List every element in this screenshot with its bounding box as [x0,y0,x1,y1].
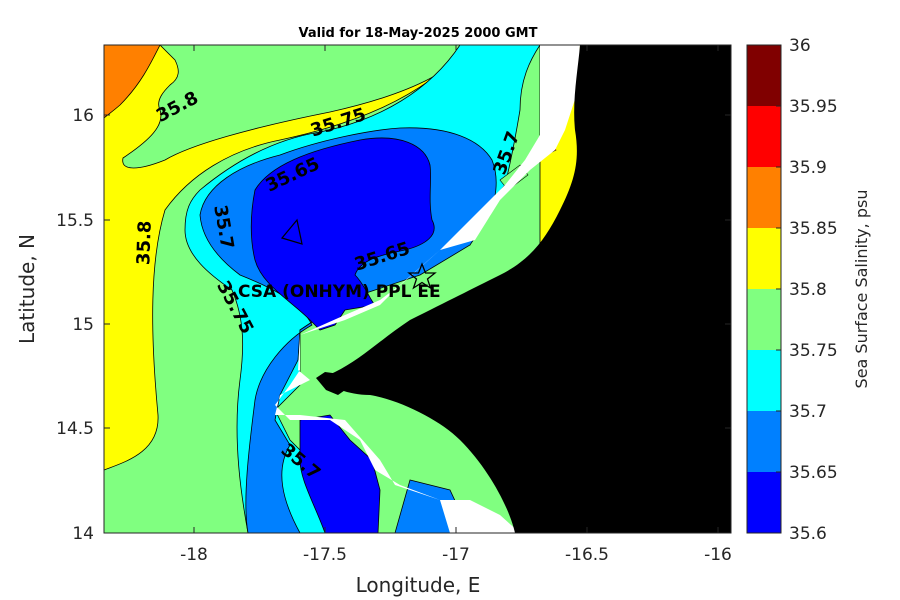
colorbar-swatches [747,45,781,533]
map-title: Valid for 18-May-2025 2000 GMT [299,26,538,41]
colorbar-swatch [747,289,781,350]
colorbar-label: Sea Surface Salinity, psu [852,190,871,389]
colorbar-swatch [747,167,781,228]
y-tick-label: 15.5 [56,211,94,231]
colorbar-tick-label: 35.85 [789,219,838,239]
colorbar-swatch [747,411,781,472]
y-tick-label: 15 [72,315,94,335]
x-tick-label: -17 [442,545,470,565]
x-tick-label: -18 [180,545,208,565]
colorbar-tick-label: 35.6 [789,524,827,544]
salinity-zone-deep-blue [250,137,435,331]
colorbar: 36 35.95 35.9 35.85 35.8 35.75 35.7 35.65 35.6 S… [746,36,871,544]
site-marker: CSA (ONHYM) PPL EE [238,262,441,302]
colorbar-tick-label: 35.8 [789,280,827,300]
map-axes-frame [103,44,732,534]
site-label: CSA (ONHYM) PPL EE [238,282,441,302]
y-tick-label: 14 [72,524,94,544]
colorbar-tick-label: 36 [789,36,811,56]
colorbar-tick-label: 35.65 [789,463,838,483]
colorbar-swatch [747,106,781,167]
star-icon [407,262,437,290]
y-tick-label: 14.5 [56,419,94,439]
y-tick-label: 16 [72,106,94,126]
colorbar-tick-label: 35.75 [789,341,838,361]
land-mass [318,45,731,533]
colorbar-ticks: 36 35.95 35.9 35.85 35.8 35.75 35.7 35.65 35.6 [776,36,838,544]
cap-vert-peninsula [316,372,348,395]
inner-contour-triangle [280,218,303,245]
colorbar-swatch [747,45,781,106]
colorbar-tick-label: 35.9 [789,158,827,178]
colorbar-swatch [747,228,781,289]
x-tick-label: -16.5 [565,545,609,565]
colorbar-swatch [747,472,781,533]
x-axis-label: Longitude, E [356,573,481,597]
colorbar-tick-label: 35.7 [789,402,827,422]
x-tick-label: -17.5 [303,545,347,565]
x-axis: -18 -17.5 -17 -16.5 -16 Longitude, E [180,45,732,597]
y-axis-label: Latitude, N [15,234,39,344]
no-data-coastal-mask [275,45,580,533]
colorbar-tick-label: 35.95 [789,97,838,117]
colorbar-swatch [747,350,781,411]
contour-label: 35.8 [133,220,156,265]
map-plot-area [104,45,731,533]
x-tick-label: -16 [704,545,732,565]
salinity-zone-orange [104,45,161,119]
y-axis: 16 15.5 15 14.5 14 Latitude, N [15,106,731,544]
